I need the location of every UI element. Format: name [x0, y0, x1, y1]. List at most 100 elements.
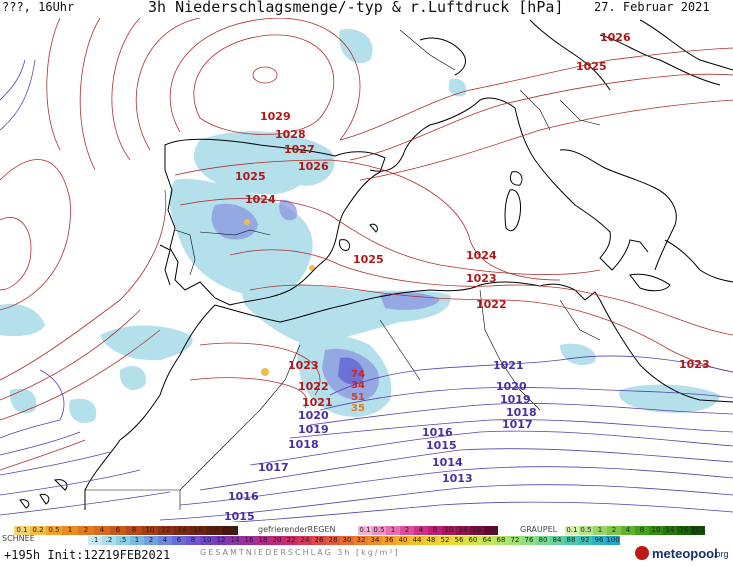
- legend-swatch: 12: [158, 526, 174, 535]
- isobar-labels-low: 1021 1020 1019 1018 1017 1016 1015 1014 …: [224, 359, 537, 523]
- date-label: 27. Februar 2021: [594, 0, 710, 14]
- legend-swatch: 76: [522, 536, 536, 545]
- legend-swatch: 1: [62, 526, 78, 535]
- legend-swatch: 84: [550, 536, 564, 545]
- legend-swatch: 30: [340, 536, 354, 545]
- legend-swatch: 14: [456, 526, 470, 535]
- brand-name: meteopool: [652, 546, 718, 561]
- legend-swatch: 2: [144, 536, 158, 545]
- legend-swatch: 10: [442, 526, 456, 535]
- legend-swatch: 64: [480, 536, 494, 545]
- legend-swatch: 2025+: [691, 526, 705, 535]
- legend-swatch: 34: [368, 536, 382, 545]
- legend-swatch: 22: [284, 536, 298, 545]
- isobar-label: 1027: [284, 143, 315, 156]
- legend-swatch: 26: [312, 536, 326, 545]
- legend-swatch: 4: [621, 526, 635, 535]
- precip-value-label: 35: [351, 403, 365, 414]
- forecast-time-label: +195h Init:12Z19FEB2021: [4, 548, 171, 562]
- isobar-label: 1017: [502, 418, 533, 431]
- run-time-label: ???, 16Uhr: [2, 0, 75, 14]
- legend-swatch: 96: [592, 536, 606, 545]
- legend-swatch: 12: [214, 536, 228, 545]
- isobar-label: 1026: [600, 31, 631, 44]
- legend-swatch: 14: [174, 526, 190, 535]
- isobar-label: 1018: [288, 438, 319, 451]
- isobar-label: 1028: [275, 128, 306, 141]
- legend-swatch: 2: [400, 526, 414, 535]
- snow-legend-label: SCHNEE: [2, 534, 35, 543]
- legend-swatch: 4: [94, 526, 110, 535]
- isobar-label: 1020: [496, 380, 527, 393]
- isobar-label: 1020: [298, 409, 329, 422]
- isobar-label: 1021: [493, 359, 524, 372]
- legend-swatch: 100: [606, 536, 620, 545]
- legend-swatch: 18: [256, 536, 270, 545]
- precip-max-labels: 74 34 51 35: [351, 369, 365, 414]
- isobar-label: 1023: [466, 272, 497, 285]
- legend-swatch: 56: [452, 536, 466, 545]
- legend-swatch: 88: [564, 536, 578, 545]
- legend-swatch: 1: [593, 526, 607, 535]
- legend-swatch: 4: [158, 536, 172, 545]
- isobar-label: 1026: [298, 160, 329, 173]
- isobar-label: 1029: [260, 110, 291, 123]
- legend-swatch: 40: [396, 536, 410, 545]
- legend-swatch: 0.1: [565, 526, 579, 535]
- precip-value-label: 34: [351, 380, 365, 391]
- legend-swatch: 8: [186, 536, 200, 545]
- isobar-label: 1022: [298, 380, 329, 393]
- legend-swatch: 16: [190, 526, 206, 535]
- total-precip-scale: .1.2.5 1 2 4 6 8 10 12 14 16 18 20 22 24 26 28 30 32 34 36 4…: [88, 536, 620, 545]
- isobar-label: 1023: [288, 359, 319, 372]
- legend-swatch: 2025+: [222, 526, 238, 535]
- legend-swatch: 14: [663, 526, 677, 535]
- isobar-label: 1015: [426, 439, 457, 452]
- legend-swatch: 36: [382, 536, 396, 545]
- meteopool-logo-icon: [635, 546, 649, 560]
- legend-swatch: 2: [78, 526, 94, 535]
- isobar-label: 1017: [258, 461, 289, 474]
- legend-swatch: .2: [102, 536, 116, 545]
- precip-value-label: 51: [351, 392, 365, 403]
- legend-swatch: 6: [110, 526, 126, 535]
- legend-swatch: 32: [354, 536, 368, 545]
- total-precip-legend-label: GESAMTNIEDERSCHLAG 3h [kg/m²]: [200, 548, 400, 557]
- legend-swatch: 16: [242, 536, 256, 545]
- legend-swatch: 16: [677, 526, 691, 535]
- isobar-label: 1016: [422, 426, 453, 439]
- legend-swatch: 20: [270, 536, 284, 545]
- legend-swatch: 80: [536, 536, 550, 545]
- legend-swatch: 10: [200, 536, 214, 545]
- map-title: 3h Niederschlagsmenge/-typ & r.Luftdruck…: [148, 0, 564, 16]
- header-bar: ???, 16Uhr 3h Niederschlagsmenge/-typ & …: [0, 0, 733, 22]
- legend-swatch: 16: [470, 526, 484, 535]
- isobar-label: 1024: [245, 193, 276, 206]
- isobar-label: 1018: [506, 406, 537, 419]
- legend-swatch: 14: [228, 536, 242, 545]
- legend-swatch: 68: [494, 536, 508, 545]
- graupel-legend-label: GRAUPEL: [520, 525, 558, 534]
- legend-swatch: 0.5: [579, 526, 593, 535]
- legend-swatch: 10: [142, 526, 158, 535]
- legend-swatch: 4: [414, 526, 428, 535]
- legend-swatch: 0.5: [372, 526, 386, 535]
- isobar-label: 1023: [679, 358, 710, 371]
- isobar-label: 1025: [235, 170, 266, 183]
- legend-swatch: 8: [428, 526, 442, 535]
- precip-value-label: 74: [351, 369, 365, 380]
- precipitation-areas: [0, 29, 720, 424]
- legend-swatch: 92: [578, 536, 592, 545]
- isobar-label: 1021: [302, 396, 333, 409]
- isobar-label: 1016: [228, 490, 259, 503]
- brand-suffix: .org: [713, 549, 729, 559]
- legend-swatch: .1: [88, 536, 102, 545]
- legend-swatch: 60: [466, 536, 480, 545]
- legend-swatch: 52: [438, 536, 452, 545]
- legend-swatch: 0.1: [14, 526, 30, 535]
- legend-swatch: 24: [298, 536, 312, 545]
- isobar-label: 1019: [500, 393, 531, 406]
- coastlines: [19, 19, 733, 510]
